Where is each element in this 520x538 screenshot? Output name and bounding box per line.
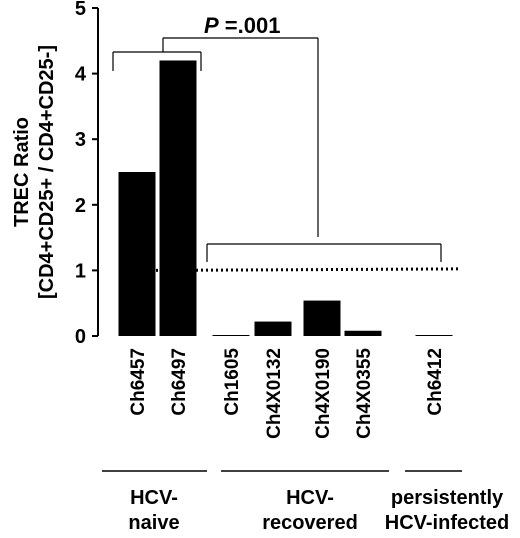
bar-ch1605 xyxy=(212,335,250,336)
category-label-ch6457: Ch6457 xyxy=(128,348,149,416)
group-label-2-line-1: HCV- xyxy=(286,487,334,509)
category-label-ch4x0355: Ch4X0355 xyxy=(354,348,375,439)
reference-line xyxy=(155,267,459,272)
bar-ch4x0190 xyxy=(303,300,341,336)
category-label-ch6412: Ch6412 xyxy=(425,348,446,416)
y-axis-label-line-2: [CD4+CD25+ / CD4+CD25-] xyxy=(36,45,58,299)
bar-ch4x0355 xyxy=(344,330,382,336)
p-value-annotation: P =.001 xyxy=(204,13,280,38)
category-label-ch4x0132: Ch4X0132 xyxy=(264,348,285,439)
y-axis-label-line-1: TREC Ratio xyxy=(11,117,33,227)
p-value-number: =.001 xyxy=(219,13,281,38)
category-label-ch4x0190: Ch4X0190 xyxy=(313,348,334,439)
category-labels: Ch6457 Ch6497 Ch1605 Ch4X0132 Ch4X0190 Ch4X03… xyxy=(128,348,446,439)
reference-line-dotted xyxy=(155,267,459,272)
y-tick-label: 1 xyxy=(75,260,86,282)
y-tick-label: 5 xyxy=(75,0,86,20)
group-label-2-line-2: recovered xyxy=(262,512,358,534)
group-label-3-line-2: HCV-infected xyxy=(385,512,509,534)
y-tick-label: 0 xyxy=(75,326,86,348)
y-axis-label: TREC Ratio [CD4+CD25+ / CD4+CD25-] xyxy=(11,45,58,299)
bar-ch6497 xyxy=(159,60,197,336)
category-label-ch1605: Ch1605 xyxy=(222,348,243,416)
p-value-letter: P xyxy=(204,13,219,38)
y-axis: 0 1 2 3 4 5 xyxy=(75,0,99,348)
bar-ch6412 xyxy=(415,335,453,336)
y-tick-label: 2 xyxy=(75,195,86,217)
significance-brackets xyxy=(112,37,442,262)
y-tick-label: 3 xyxy=(75,129,86,151)
bar-ch6457 xyxy=(118,172,156,336)
group-label-1-line-2: naive xyxy=(128,512,179,534)
bar-ch4x0132 xyxy=(254,321,292,336)
group-labels: HCV-naive HCV-recovered persistently HCV-in… xyxy=(102,470,509,534)
group-label-1-line-1: HCV- xyxy=(130,487,178,509)
y-tick-label: 4 xyxy=(75,64,87,86)
category-label-ch6497: Ch6497 xyxy=(169,348,190,416)
group-label-3-line-1: persistently xyxy=(391,487,504,509)
bars xyxy=(118,60,453,336)
